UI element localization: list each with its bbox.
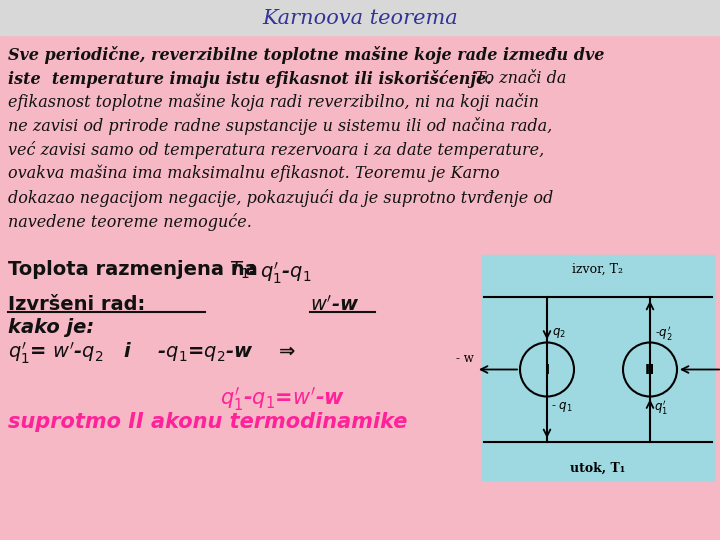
Text: efikasnost toplotne mašine koja radi reverzibilno, ni na koji način: efikasnost toplotne mašine koja radi rev… [8, 93, 539, 111]
Text: - $q_1$: - $q_1$ [551, 400, 572, 414]
Text: kako je:: kako je: [8, 318, 94, 337]
Text: - w: - w [456, 353, 474, 366]
Bar [0, 0, 720, 35]
Text: utok, T₁: utok, T₁ [570, 462, 626, 475]
Text: -$q_2'$: -$q_2'$ [655, 323, 673, 341]
Text: Izvršeni rad:: Izvršeni rad: [8, 295, 145, 314]
Text: Sve periodične, reverzibilne toplotne mašine koje rade između dve: Sve periodične, reverzibilne toplotne ma… [8, 46, 604, 64]
Text: $q_1'$= $w'$-$q_2$   i    -$q_1$=$q_2$-w    ⇒: $q_1'$= $w'$-$q_2$ i -$q_1$=$q_2$-w ⇒ [8, 340, 296, 366]
Text: To znači da: To znači da [470, 70, 567, 87]
Text: $q_1'$-$q_1$=$w'$-w: $q_1'$-$q_1$=$w'$-w [220, 385, 345, 413]
Text: I: I [544, 362, 549, 376]
Text: ovakva mašina ima maksimalnu efikasnot. Teoremu je Karno: ovakva mašina ima maksimalnu efikasnot. … [8, 165, 500, 183]
Text: suprotmo II akonu termodinamike: suprotmo II akonu termodinamike [8, 412, 408, 432]
Text: dokazao negacijom negacije, pokazujući da je suprotno tvrđenje od: dokazao negacijom negacije, pokazujući d… [8, 189, 553, 207]
Text: $w'$-w: $w'$-w [310, 295, 359, 315]
Text: II: II [645, 362, 655, 376]
Bar [482, 255, 714, 480]
Text: ne zavisi od prirode radne supstancije u sistemu ili od načina rada,: ne zavisi od prirode radne supstancije u… [8, 117, 552, 135]
Text: Toplota razmenjena na: Toplota razmenjena na [8, 260, 264, 279]
Text: navedene teoreme nemoguće.: navedene teoreme nemoguće. [8, 213, 252, 231]
Text: $T_1$: $T_1$ [229, 260, 251, 281]
Text: $q_1'$: $q_1'$ [654, 397, 668, 415]
Text: $q_1'$-$q_1$: $q_1'$-$q_1$ [260, 260, 312, 286]
Text: $q_2$: $q_2$ [552, 326, 566, 340]
Text: Karnoova teorema: Karnoova teorema [262, 9, 458, 28]
Text: iste  temperature imaju istu efikasnot ili iskorišćenje.: iste temperature imaju istu efikasnot il… [8, 70, 492, 88]
Text: :: : [248, 260, 263, 279]
Text: izvor, T₂: izvor, T₂ [572, 263, 624, 276]
Text: već zavisi samo od temperatura rezervoara i za date temperature,: već zavisi samo od temperatura rezervoar… [8, 141, 544, 159]
